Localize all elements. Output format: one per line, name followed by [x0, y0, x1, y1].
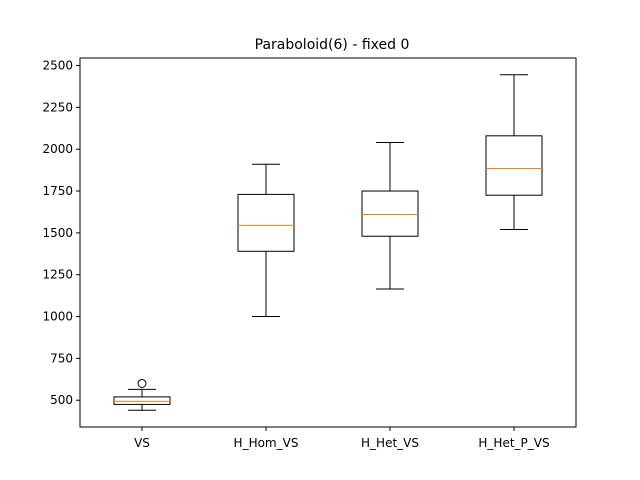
- x-tick-label: H_Het_P_VS: [478, 436, 549, 450]
- y-tick-label: 1250: [42, 268, 73, 282]
- y-tick-label: 500: [50, 393, 73, 407]
- plot-frame: [79, 57, 577, 428]
- box-iqr: [361, 190, 419, 237]
- x-tick-label: H_Het_VS: [361, 436, 419, 450]
- x-tick-label: H_Hom_VS: [234, 436, 299, 450]
- outlier-point: [137, 378, 147, 388]
- box-iqr: [113, 396, 171, 405]
- plot-marks: 500 750 1000 1250 1500 1750 2000 2250 2500 VS H_Ho…: [42, 59, 549, 450]
- y-tick-label: 750: [50, 351, 73, 365]
- y-tick-label: 2500: [42, 59, 73, 73]
- y-tick-label: 1500: [42, 226, 73, 240]
- y-tick-label: 1750: [42, 184, 73, 198]
- box-iqr: [237, 193, 295, 252]
- chart-title: Paraboloid(6) - fixed 0: [255, 37, 410, 53]
- x-tick-label: VS: [134, 436, 150, 450]
- y-tick-label: 2250: [42, 100, 73, 114]
- y-tick-label: 1000: [42, 310, 73, 324]
- y-tick-label: 2000: [42, 142, 73, 156]
- box-iqr: [485, 135, 543, 196]
